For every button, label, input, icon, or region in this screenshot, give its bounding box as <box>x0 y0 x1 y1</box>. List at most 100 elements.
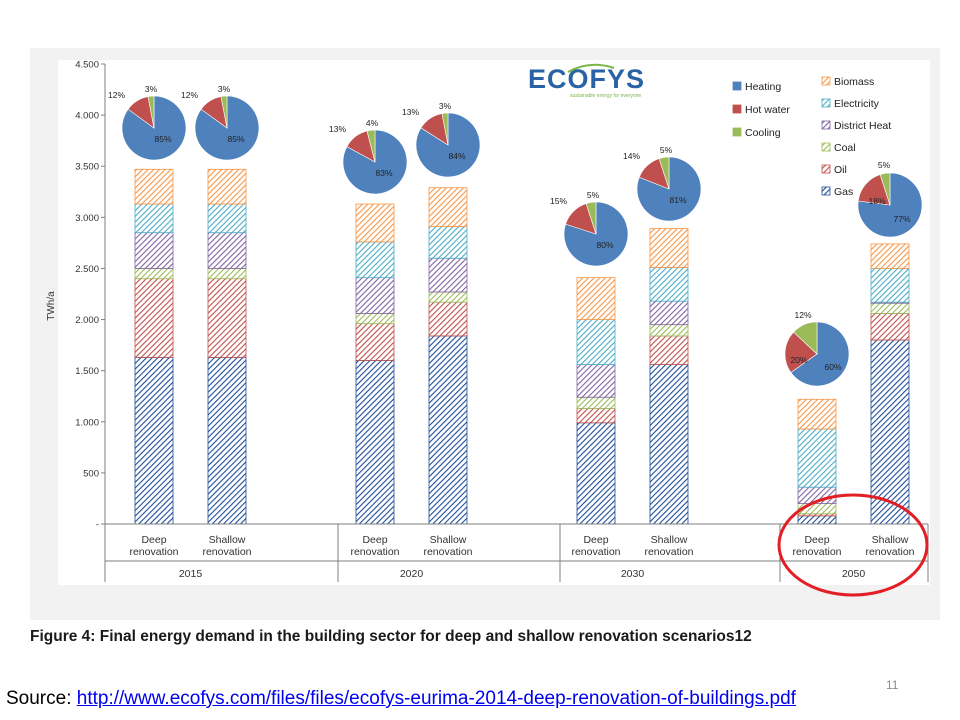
bar-gas-2015-deep <box>134 356 174 525</box>
category-label: Shallow <box>430 534 467 546</box>
y-tick-label: - <box>96 520 99 531</box>
pie-slice-heating <box>415 112 481 178</box>
category-label: renovation <box>350 546 399 558</box>
pie-label: 3% <box>145 84 158 94</box>
bar-biomass-2050-deep <box>797 398 837 430</box>
pie-slice-cooling <box>147 95 155 129</box>
y-tick-label: 4.500 <box>75 60 99 71</box>
y-axis-label: TWh/a <box>46 291 57 321</box>
legend-label-electricity: Electricity <box>834 98 880 110</box>
legend-label-district-heat: District Heat <box>834 120 891 132</box>
ecofys-logo: ECOFYS sustainable energy for everyone <box>528 63 646 99</box>
bar-biomass-2020-deep <box>355 203 395 243</box>
pie-label: 77% <box>893 214 910 224</box>
bar-gas-2020-deep <box>355 360 395 525</box>
pie-label: 5% <box>660 145 673 155</box>
bar-oil-2015-shallow <box>207 278 247 358</box>
bar-gas-2030-deep <box>576 422 616 525</box>
legend-swatch-district-heat <box>821 120 831 130</box>
bar-electricity-2030-shallow <box>649 267 689 302</box>
bar-gas-2020-shallow <box>428 335 468 525</box>
bar-biomass-2015-deep <box>134 168 174 205</box>
pie-label: 85% <box>154 134 171 144</box>
bar-biomass-2020-shallow <box>428 187 468 227</box>
pie-label: 60% <box>824 362 841 372</box>
category-label: Deep <box>141 534 166 546</box>
pie-label: 85% <box>227 134 244 144</box>
y-tick-label: 4.000 <box>75 111 99 122</box>
bar-biomass-2015-shallow <box>207 168 247 205</box>
bar-electricity-2020-deep <box>355 241 395 279</box>
pie-slice-cooling <box>793 321 818 355</box>
legend-label-biomass: Biomass <box>834 76 874 88</box>
pie-slice-cooling <box>585 201 597 235</box>
y-tick-label: 1.500 <box>75 366 99 377</box>
bar-coal-2030-deep <box>576 396 616 409</box>
bar-coal-2020-deep <box>355 313 395 325</box>
page-number: 11 <box>886 678 899 692</box>
year-label: 2050 <box>842 568 866 580</box>
legend-label-cooling: Cooling <box>745 127 781 139</box>
legend-swatch-hot-water <box>732 104 742 114</box>
bar-biomass-2030-shallow <box>649 228 689 268</box>
y-tick-label: 2.500 <box>75 264 99 275</box>
legend-label-coal: Coal <box>834 142 856 154</box>
legend-label-hot-water: Hot water <box>745 104 790 116</box>
pie-label: 15% <box>550 196 567 206</box>
category-label: renovation <box>423 546 472 558</box>
y-tick-label: 500 <box>83 468 99 479</box>
pie-label: 80% <box>596 240 613 250</box>
category-label: renovation <box>865 546 914 558</box>
bar-gas-2050-shallow <box>870 339 910 525</box>
bar-coal-2020-shallow <box>428 291 468 303</box>
bar-district-heat-2015-deep <box>134 232 174 269</box>
legend-label-heating: Heating <box>745 81 781 93</box>
pie-slice-hot-water <box>784 331 818 373</box>
category-label: renovation <box>202 546 251 558</box>
category-label: renovation <box>792 546 841 558</box>
legend-label-gas: Gas <box>834 186 853 198</box>
bar-district-heat-2020-shallow <box>428 257 468 293</box>
pie-label: 13% <box>402 107 419 117</box>
bar-coal-2015-deep <box>134 268 174 280</box>
source-link[interactable]: http://www.ecofys.com/files/files/ecofys… <box>76 688 796 709</box>
category-label: Shallow <box>872 534 909 546</box>
bar-electricity-2050-deep <box>797 428 837 488</box>
bar-district-heat-2030-shallow <box>649 300 689 326</box>
pie-label: 84% <box>448 151 465 161</box>
y-tick-label: 2.000 <box>75 315 99 326</box>
pie-slice-cooling <box>220 95 228 129</box>
bar-electricity-2020-shallow <box>428 226 468 259</box>
pie-label: 12% <box>108 90 125 100</box>
logo-text: ECOFYS <box>528 64 646 94</box>
pie-label: 5% <box>587 190 600 200</box>
year-label: 2015 <box>179 568 203 580</box>
pie-label: 12% <box>181 90 198 100</box>
bar-gas-2050-deep <box>797 515 837 525</box>
logo-arc-icon <box>567 63 615 73</box>
bar-oil-2020-deep <box>355 323 395 361</box>
pie-label: 3% <box>439 101 452 111</box>
pie-label: 18% <box>868 196 885 206</box>
y-tick-label: 3.500 <box>75 162 99 173</box>
highlight-circle <box>777 493 929 597</box>
category-label: Shallow <box>651 534 688 546</box>
pie-label: 12% <box>794 310 811 320</box>
bar-oil-2020-shallow <box>428 301 468 337</box>
category-label: renovation <box>129 546 178 558</box>
legend-swatch-biomass <box>821 76 831 86</box>
pie-label: 20% <box>790 355 807 365</box>
bar-coal-2030-shallow <box>649 324 689 337</box>
pie-slice-cooling <box>366 129 376 163</box>
bar-oil-2030-deep <box>576 408 616 424</box>
category-label: Deep <box>583 534 608 546</box>
bar-coal-2050-shallow <box>870 302 910 314</box>
pie-slice-cooling <box>441 112 449 146</box>
bar-electricity-2015-deep <box>134 203 174 234</box>
bar-oil-2015-deep <box>134 278 174 358</box>
pie-slice-heating <box>857 172 923 238</box>
bar-gas-2030-shallow <box>649 364 689 525</box>
bar-district-heat-2015-shallow <box>207 232 247 269</box>
